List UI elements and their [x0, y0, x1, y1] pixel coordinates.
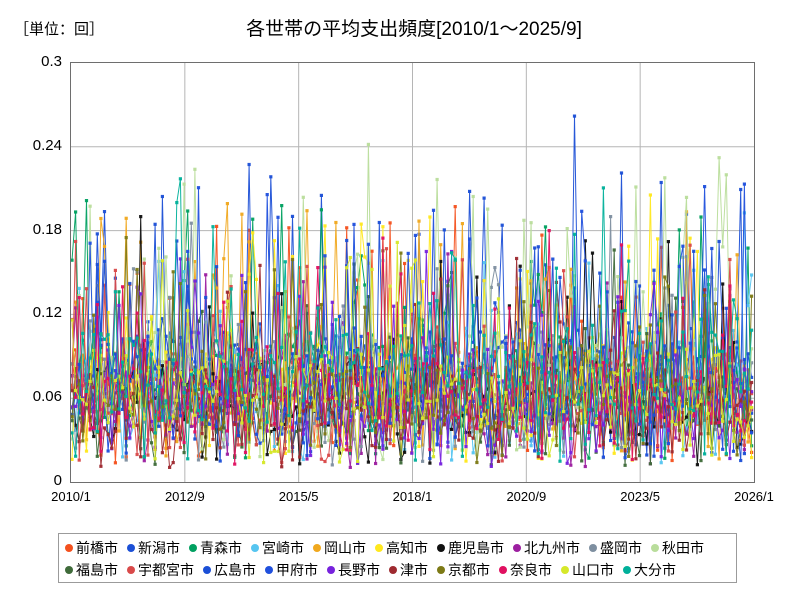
legend-label: 青森市 [200, 540, 242, 556]
legend-marker-icon [623, 566, 631, 574]
legend-label: 奈良市 [510, 562, 552, 578]
legend-row-1: 前橋市 新潟市 青森市 宮崎市 岡山市 高知市 鹿児島市 北九州市 盛岡市 秋田市 [65, 537, 730, 559]
x-tick-1: 2012/9 [164, 489, 205, 504]
legend-item-高知市[interactable]: 高知市 [375, 541, 428, 555]
legend-marker-icon [589, 544, 597, 552]
legend-label: 福島市 [76, 562, 118, 578]
legend-item-前橋市[interactable]: 前橋市 [65, 541, 118, 555]
legend-label: 高知市 [386, 540, 428, 556]
legend-item-長野市[interactable]: 長野市 [327, 563, 380, 577]
legend-label: 京都市 [448, 562, 490, 578]
chart-title: 各世帯の平均支出頻度[2010/1〜2025/9] [246, 19, 582, 40]
y-tick-2: 0.18 [32, 220, 62, 238]
legend-item-福島市[interactable]: 福島市 [65, 563, 118, 577]
legend-item-青森市[interactable]: 青森市 [189, 541, 242, 555]
legend-item-山口市[interactable]: 山口市 [561, 563, 614, 577]
legend-marker-icon [561, 566, 569, 574]
series-甲府市 [71, 182, 754, 460]
x-tick-5: 2023/5 [620, 489, 661, 504]
legend-label: 山口市 [572, 562, 614, 578]
legend-item-広島市[interactable]: 広島市 [203, 563, 256, 577]
legend-item-盛岡市[interactable]: 盛岡市 [589, 541, 642, 555]
legend-label: 広島市 [214, 562, 256, 578]
legend-marker-icon [251, 544, 259, 552]
legend-label: 新潟市 [138, 540, 180, 556]
legend-marker-icon [651, 544, 659, 552]
legend-item-新潟市[interactable]: 新潟市 [127, 541, 180, 555]
legend-label: 宮崎市 [262, 540, 304, 556]
legend-label: 鹿児島市 [448, 540, 504, 556]
legend-item-鹿児島市[interactable]: 鹿児島市 [437, 541, 504, 555]
y-tick-0: 0.3 [41, 53, 62, 70]
legend-marker-icon [513, 544, 521, 552]
legend-label: 大分市 [634, 562, 676, 578]
legend-label: 長野市 [338, 562, 380, 578]
legend-item-北九州市[interactable]: 北九州市 [513, 541, 580, 555]
y-tick-5: 0 [53, 472, 62, 489]
series-lines [71, 63, 754, 482]
legend-label: 宇都宮市 [138, 562, 194, 578]
legend-item-津市[interactable]: 津市 [389, 563, 428, 577]
legend-item-宇都宮市[interactable]: 宇都宮市 [127, 563, 194, 577]
x-tick-3: 2018/1 [392, 489, 433, 504]
legend-item-秋田市[interactable]: 秋田市 [651, 541, 704, 555]
x-tick-6: 2026/1 [734, 489, 774, 504]
legend-marker-icon [189, 544, 197, 552]
legend-marker-icon [127, 566, 135, 574]
legend-marker-icon [203, 566, 211, 574]
legend-marker-icon [499, 566, 507, 574]
legend-label: 秋田市 [662, 540, 704, 556]
plot-area [70, 62, 755, 483]
legend-marker-icon [65, 566, 73, 574]
legend-marker-icon [265, 566, 273, 574]
x-tick-0: 2010/1 [51, 489, 91, 504]
legend-label: 盛岡市 [600, 540, 642, 556]
series-大分市 [71, 177, 754, 463]
y-tick-1: 0.24 [32, 136, 62, 154]
legend-label: 北九州市 [524, 540, 580, 556]
legend-marker-icon [327, 566, 335, 574]
legend-marker-icon [437, 544, 445, 552]
legend-marker-icon [389, 566, 397, 574]
series-山口市 [71, 240, 754, 465]
legend-marker-icon [313, 544, 321, 552]
legend-label: 前橋市 [76, 540, 118, 556]
y-tick-3: 0.12 [32, 304, 62, 322]
x-tick-4: 2020/9 [506, 489, 547, 504]
legend-label: 岡山市 [324, 540, 366, 556]
legend: 前橋市 新潟市 青森市 宮崎市 岡山市 高知市 鹿児島市 北九州市 盛岡市 秋田市 福島市 宇都宮市… [58, 533, 737, 583]
legend-marker-icon [375, 544, 383, 552]
legend-item-大分市[interactable]: 大分市 [623, 563, 676, 577]
legend-item-宮崎市[interactable]: 宮崎市 [251, 541, 304, 555]
legend-marker-icon [127, 544, 135, 552]
legend-label: 津市 [400, 562, 428, 578]
legend-marker-icon [65, 544, 73, 552]
legend-row-2: 福島市 宇都宮市 広島市 甲府市 長野市 津市 京都市 奈良市 山口市 大分市 [65, 559, 730, 581]
legend-label: 甲府市 [276, 562, 318, 578]
legend-item-奈良市[interactable]: 奈良市 [499, 563, 552, 577]
unit-label: ［単位：回］ [14, 21, 105, 38]
legend-item-岡山市[interactable]: 岡山市 [313, 541, 366, 555]
legend-marker-icon [437, 566, 445, 574]
legend-item-京都市[interactable]: 京都市 [437, 563, 490, 577]
y-tick-4: 0.06 [32, 388, 62, 406]
x-tick-2: 2015/5 [278, 489, 319, 504]
legend-item-甲府市[interactable]: 甲府市 [265, 563, 318, 577]
